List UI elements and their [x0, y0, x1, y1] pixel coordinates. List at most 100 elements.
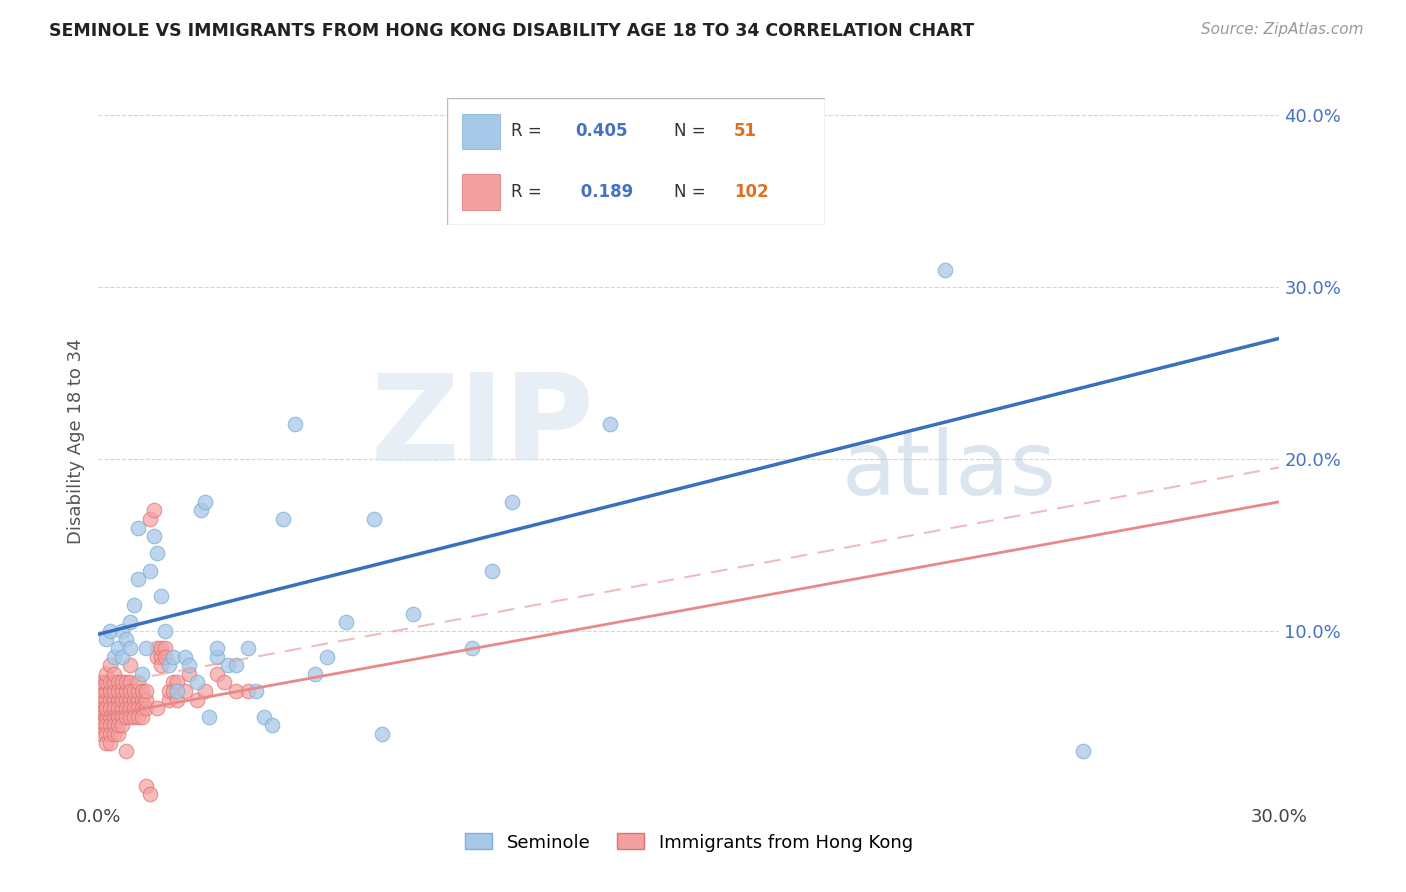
Point [107, 692, 129, 706]
Point [98, 692, 121, 706]
Point [111, 649, 134, 664]
Point [157, 692, 180, 706]
Point [205, 666, 228, 681]
Point [91, 675, 114, 690]
Point [122, 710, 145, 724]
Point [335, 615, 357, 630]
Point [127, 684, 149, 698]
Point [118, 684, 141, 698]
Point [481, 564, 503, 578]
Point [150, 658, 173, 673]
Point [115, 710, 138, 724]
Point [107, 718, 129, 732]
Point [107, 640, 129, 655]
Point [107, 701, 129, 715]
Point [122, 692, 145, 706]
Point [118, 692, 141, 706]
Point [111, 718, 134, 732]
Text: atlas: atlas [841, 427, 1056, 514]
Point [98, 701, 121, 715]
Point [131, 692, 153, 706]
Point [138, 787, 160, 801]
Point [157, 684, 180, 698]
Point [103, 701, 125, 715]
Point [127, 692, 149, 706]
Point [217, 658, 239, 673]
Point [166, 684, 188, 698]
Point [98, 727, 121, 741]
Point [146, 640, 169, 655]
Point [103, 666, 125, 681]
Point [103, 727, 125, 741]
Point [599, 417, 621, 432]
Point [111, 701, 134, 715]
Point [96, 632, 118, 647]
Point [111, 675, 134, 690]
Point [737, 125, 759, 139]
Point [115, 701, 138, 715]
Point [273, 512, 295, 526]
Point [245, 684, 267, 698]
Point [96, 710, 118, 724]
Point [135, 692, 157, 706]
Point [115, 684, 138, 698]
Point [115, 632, 138, 647]
Point [96, 735, 118, 749]
Point [91, 710, 114, 724]
Point [91, 718, 114, 732]
Point [103, 649, 125, 664]
Point [225, 684, 247, 698]
Legend: Seminole, Immigrants from Hong Kong: Seminole, Immigrants from Hong Kong [458, 826, 920, 859]
Point [96, 692, 118, 706]
Point [96, 727, 118, 741]
Point [150, 590, 173, 604]
Point [122, 684, 145, 698]
Point [96, 701, 118, 715]
Point [315, 649, 337, 664]
Point [186, 675, 208, 690]
Y-axis label: Disability Age 18 to 34: Disability Age 18 to 34 [66, 339, 84, 544]
Point [177, 658, 200, 673]
Point [142, 529, 165, 543]
Point [162, 675, 184, 690]
Point [402, 607, 425, 621]
Point [174, 684, 197, 698]
Point [91, 727, 114, 741]
Point [127, 520, 149, 534]
Point [166, 692, 188, 706]
Point [284, 417, 307, 432]
Point [98, 684, 121, 698]
Point [107, 684, 129, 698]
Point [461, 640, 484, 655]
Point [103, 710, 125, 724]
Point [118, 615, 141, 630]
Point [260, 718, 283, 732]
Point [111, 624, 134, 638]
Point [194, 494, 217, 508]
Point [205, 649, 228, 664]
Point [131, 666, 153, 681]
Point [150, 640, 173, 655]
Point [363, 512, 385, 526]
Point [135, 779, 157, 793]
Point [118, 710, 141, 724]
Point [146, 649, 169, 664]
Point [107, 710, 129, 724]
Point [118, 658, 141, 673]
Point [127, 710, 149, 724]
Point [135, 701, 157, 715]
Point [253, 710, 276, 724]
Point [96, 675, 118, 690]
Point [98, 735, 121, 749]
Point [155, 649, 177, 664]
Point [138, 512, 160, 526]
Point [131, 684, 153, 698]
Point [166, 675, 188, 690]
Point [131, 701, 153, 715]
Point [236, 684, 259, 698]
Point [96, 701, 118, 715]
Point [150, 649, 173, 664]
Point [157, 658, 180, 673]
Point [91, 701, 114, 715]
Point [107, 675, 129, 690]
